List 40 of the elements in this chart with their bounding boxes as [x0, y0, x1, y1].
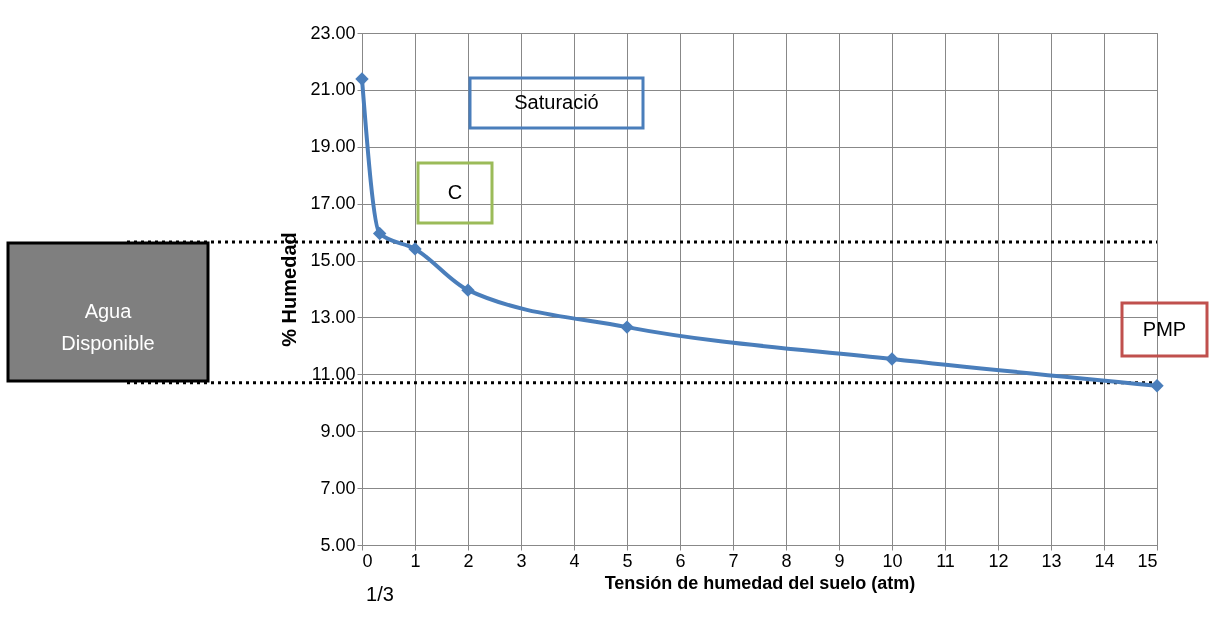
- x-tick-label: 7: [728, 550, 739, 571]
- point: [372, 226, 387, 241]
- x-axis-title: Tensión de humedad del suelo (atm): [604, 572, 916, 593]
- annotation: PMP: [1142, 317, 1187, 340]
- x-tick-label: 11: [936, 550, 955, 571]
- x-tick-label: 5: [622, 550, 633, 571]
- x-tick-label: 13: [1041, 550, 1062, 571]
- x-tick-label: 0: [362, 550, 373, 571]
- y-tick-label: 5.00: [320, 534, 356, 555]
- x-tick-label: 12: [988, 550, 1009, 571]
- x-tick-label: 4: [569, 550, 580, 571]
- x-tick-label: 15: [1137, 550, 1158, 571]
- y-tick-label: 23.00: [310, 22, 356, 43]
- point: [355, 72, 369, 86]
- point: [461, 283, 475, 297]
- y-tick-label: 13.00: [310, 306, 356, 327]
- point: [408, 242, 422, 256]
- text: Agua Disponible: [61, 300, 155, 354]
- x-tick-label: 2: [463, 550, 474, 571]
- x-tick-label: 3: [516, 550, 527, 571]
- y-tick-label: 7.00: [320, 477, 356, 498]
- point: [620, 320, 634, 334]
- y-tick-label: 21.00: [310, 79, 356, 100]
- x-tick-label: 14: [1094, 550, 1115, 571]
- x-tick-label: 10: [882, 550, 903, 571]
- point: [885, 352, 899, 366]
- y-tick-label: 9.00: [320, 420, 356, 441]
- x-tick-label: 9: [834, 550, 845, 571]
- text: 1/3: [366, 583, 394, 605]
- x-tick-label: 1: [410, 550, 421, 571]
- y-tick-label: 11.00: [311, 363, 356, 384]
- annotation: Saturació: [514, 91, 599, 113]
- y-axis-title: % Humedad: [278, 232, 301, 347]
- annotation: C: [447, 181, 463, 203]
- x-tick-label: 6: [675, 550, 686, 571]
- y-tick-label: 19.00: [310, 136, 356, 157]
- y-tick-label: 15.00: [310, 250, 356, 271]
- point: [1150, 379, 1164, 393]
- x-tick-label: 8: [781, 550, 792, 571]
- y-tick-label: 17.00: [310, 193, 356, 214]
